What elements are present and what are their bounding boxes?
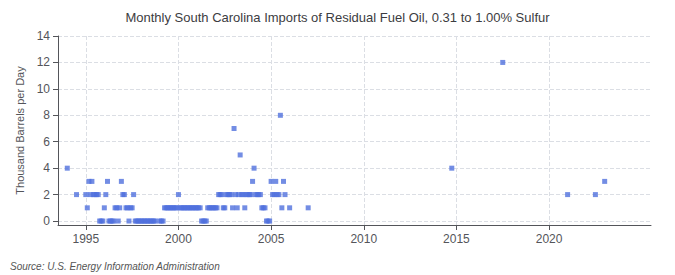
svg-text:2015: 2015 (443, 232, 470, 246)
svg-text:2020: 2020 (536, 232, 563, 246)
svg-text:14: 14 (37, 29, 51, 43)
svg-text:2005: 2005 (258, 232, 285, 246)
svg-text:6: 6 (43, 135, 50, 149)
svg-text:10: 10 (37, 82, 51, 96)
svg-text:0: 0 (43, 214, 50, 228)
svg-text:12: 12 (37, 55, 51, 69)
svg-text:1995: 1995 (72, 232, 99, 246)
svg-text:Monthly South Carolina Imports: Monthly South Carolina Imports of Residu… (125, 10, 550, 25)
svg-text:Thousand Barrels per Day: Thousand Barrels per Day (14, 66, 26, 195)
svg-text:Source: U.S. Energy Informatio: Source: U.S. Energy Information Administ… (10, 261, 220, 272)
svg-text:2000: 2000 (165, 232, 192, 246)
svg-text:8: 8 (43, 108, 50, 122)
svg-text:2010: 2010 (350, 232, 377, 246)
svg-text:4: 4 (43, 161, 50, 175)
svg-text:2: 2 (43, 188, 50, 202)
